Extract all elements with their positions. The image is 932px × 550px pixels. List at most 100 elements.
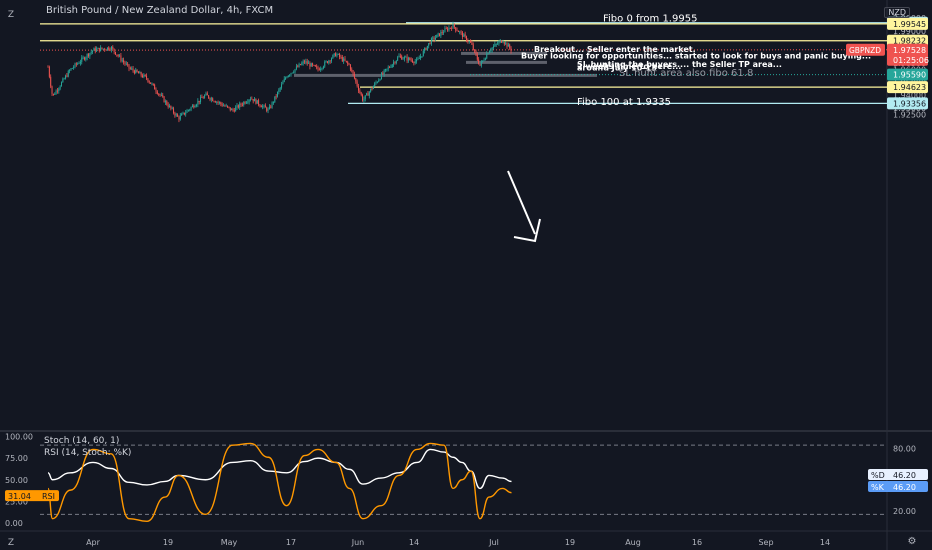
candle-body [291,72,293,74]
candle-body [170,105,172,109]
candle-body [105,49,107,51]
candle-body [432,37,434,39]
candle-body [89,53,91,57]
candle-body [123,60,125,63]
candle-body [360,92,362,96]
candle-body [306,61,308,64]
annotation-text: Fibo 100 at 1.9335 [577,97,671,108]
k-tag [868,481,928,492]
candle-body [497,43,499,45]
candle-body [164,101,166,103]
candle-body [167,104,169,107]
rsi-legend[interactable]: RSI (14, Stoch: %K) [44,448,132,458]
indicator-right-tick: 80.00 [893,445,916,454]
candle-body [117,55,119,57]
candle-body [503,42,505,44]
price-tick: 1.99000 [893,27,926,36]
candle-body [266,107,268,111]
candle-body [406,56,408,61]
gear-icon[interactable]: ⚙ [907,536,917,547]
candle-body [479,63,481,66]
candle-body [131,68,133,70]
time-tick: 14 [820,538,830,547]
candle-body [470,41,472,43]
candle-body [82,57,84,59]
candle-body [414,61,416,63]
candle-body [264,105,266,108]
candle-body [187,109,189,111]
candle-body [236,105,238,108]
candle-body [445,28,447,30]
candle-body [293,71,295,73]
candle-body [193,105,195,108]
candle-body [331,58,332,62]
d-tag-value: 46.20 [893,471,916,480]
candle-body [484,58,486,61]
candle-body [275,96,277,98]
candle-body [433,37,435,40]
candle-body [71,68,73,69]
candle-body [90,51,92,54]
candle-body [178,116,180,120]
candle-body [83,57,85,60]
k-tag-label: %K [871,483,885,492]
candle-body [459,31,461,33]
candle-body [343,58,345,62]
candle-body [85,57,87,60]
candle-body [169,105,170,107]
candle-body [367,93,369,96]
candle-body [299,64,301,65]
candle-body [119,55,121,57]
candle-body [52,93,54,95]
candle-body [177,114,179,117]
candle-body [372,86,374,89]
arrow-shaft [507,170,536,235]
candle-body [391,64,393,68]
candle-body [150,82,152,84]
candle-body [390,67,392,68]
candle-body [224,105,226,107]
time-tick: 19 [565,538,575,547]
time-tick: Apr [86,538,101,547]
candle-body [312,63,314,66]
candle-body [501,40,503,43]
time-tick: 14 [409,538,419,547]
candle-body [233,110,235,112]
candle-body [482,60,484,62]
candle-body [444,28,446,33]
candle-body [239,103,241,108]
candle-body [379,79,381,80]
candle-body [77,63,79,65]
candle-body [325,61,327,63]
candle-body [322,66,324,69]
candle-body [241,104,243,106]
candle-body [441,32,443,33]
candle-body [181,113,183,116]
candle-body [412,60,413,63]
currency-badge[interactable]: NZD [884,7,910,18]
rsi-tag [5,490,59,502]
candle-body [229,107,231,111]
candle-body [255,98,257,104]
candle-body [271,102,273,108]
candle-body [204,95,206,98]
candle-body [132,68,134,71]
candle-body [326,61,328,63]
candle-body [451,27,453,29]
candle-body [344,58,346,61]
candle-body [228,106,230,108]
candle-body [382,73,384,75]
rsi-value: 31.04 [8,492,31,501]
candle-body [447,28,449,31]
candle-body [88,54,89,57]
candle-body [133,70,135,74]
candle-body [259,104,261,107]
candle-body [329,60,331,62]
candle-body [389,67,391,69]
stoch-legend[interactable]: Stoch (14, 60, 1) [44,436,120,446]
candle-body [189,109,191,111]
candle-body [158,93,160,95]
candle-body [476,54,478,60]
candle-body [505,42,507,44]
